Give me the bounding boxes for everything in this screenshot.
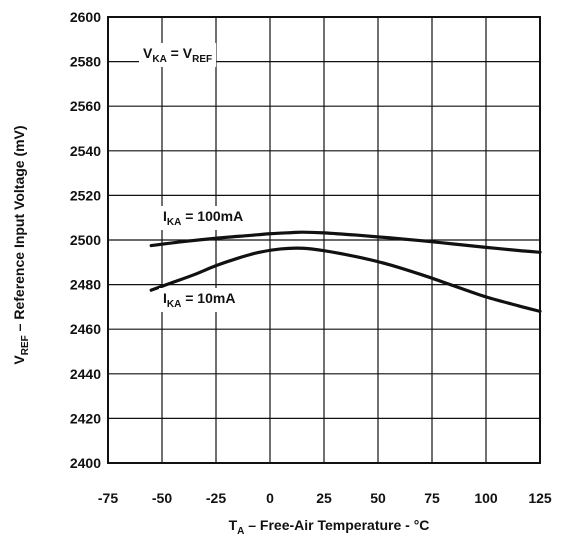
- series-label-10ma: IKA = 10mA: [159, 288, 240, 312]
- condition-var-b-subscript: REF: [192, 54, 212, 65]
- y-tick-label: 2500: [70, 232, 101, 248]
- x-axis-title-main: T: [229, 517, 238, 533]
- series-label-10ma-text: IKA = 10mA: [163, 290, 235, 310]
- y-axis-title: VREF – Reference Input Voltage (mV): [11, 125, 31, 364]
- y-tick-label: 2400: [70, 455, 101, 471]
- x-tick-label: 100: [474, 490, 498, 506]
- x-tick-label: 25: [316, 490, 332, 506]
- series-label-10ma-rest: = 10mA: [181, 290, 235, 306]
- y-tick-label: 2600: [70, 9, 101, 25]
- y-axis-title-main: V: [11, 355, 27, 365]
- x-tick-label: 50: [370, 490, 386, 506]
- x-tick-label: -50: [152, 490, 172, 506]
- condition-var-a: V: [143, 45, 153, 61]
- series-label-100ma-text: IKA = 100mA: [163, 208, 243, 228]
- condition-label: VKA = VREF: [143, 45, 212, 65]
- series-label-10ma-subscript: KA: [167, 299, 181, 310]
- x-tick-label: 125: [528, 490, 552, 506]
- x-axis-ticks: -75 -50 -25 0 25 50 75 100 125: [98, 490, 552, 506]
- series-label-100ma-background: [159, 206, 248, 230]
- gridlines: [108, 17, 540, 463]
- x-tick-label: 75: [424, 490, 440, 506]
- y-axis-ticks: 2400 2420 2440 2460 2480 2500 2520 2540 2560 2580…: [70, 9, 101, 471]
- condition-var-a-subscript: KA: [152, 54, 166, 65]
- condition-var-b: V: [183, 45, 193, 61]
- series-line-1: [149, 246, 542, 313]
- condition-label-background: [139, 43, 217, 67]
- x-axis-title-subscript: A: [237, 526, 244, 537]
- y-tick-label: 2540: [70, 143, 101, 159]
- condition-equals: =: [167, 45, 183, 61]
- y-tick-label: 2580: [70, 54, 101, 70]
- x-tick-label: 0: [266, 490, 274, 506]
- series-lines: [149, 230, 542, 313]
- condition-annotation: VKA = VREF: [139, 43, 217, 67]
- series-label-10ma-background: [159, 288, 240, 312]
- series-line-0: [149, 230, 542, 254]
- y-tick-label: 2520: [70, 187, 101, 203]
- x-axis-title-rest: – Free-Air Temperature - °C: [244, 517, 429, 533]
- y-axis-title-subscript: REF: [20, 335, 31, 355]
- x-axis-title: TA – Free-Air Temperature - °C: [229, 517, 430, 537]
- y-tick-label: 2460: [70, 321, 101, 337]
- y-tick-label: 2420: [70, 410, 101, 426]
- series-label-100ma-main: I: [163, 208, 167, 224]
- y-tick-label: 2440: [70, 366, 101, 382]
- y-tick-label: 2560: [70, 98, 101, 114]
- series-label-10ma-main: I: [163, 290, 167, 306]
- x-tick-label: -25: [206, 490, 226, 506]
- y-tick-label: 2480: [70, 277, 101, 293]
- series-label-100ma-subscript: KA: [167, 217, 181, 228]
- x-tick-label: -75: [98, 490, 118, 506]
- series-label-100ma-rest: = 100mA: [181, 208, 243, 224]
- y-axis-title-rest: – Reference Input Voltage (mV): [11, 125, 27, 335]
- plot-area: [107, 16, 541, 464]
- series-label-100ma: IKA = 100mA: [159, 206, 248, 230]
